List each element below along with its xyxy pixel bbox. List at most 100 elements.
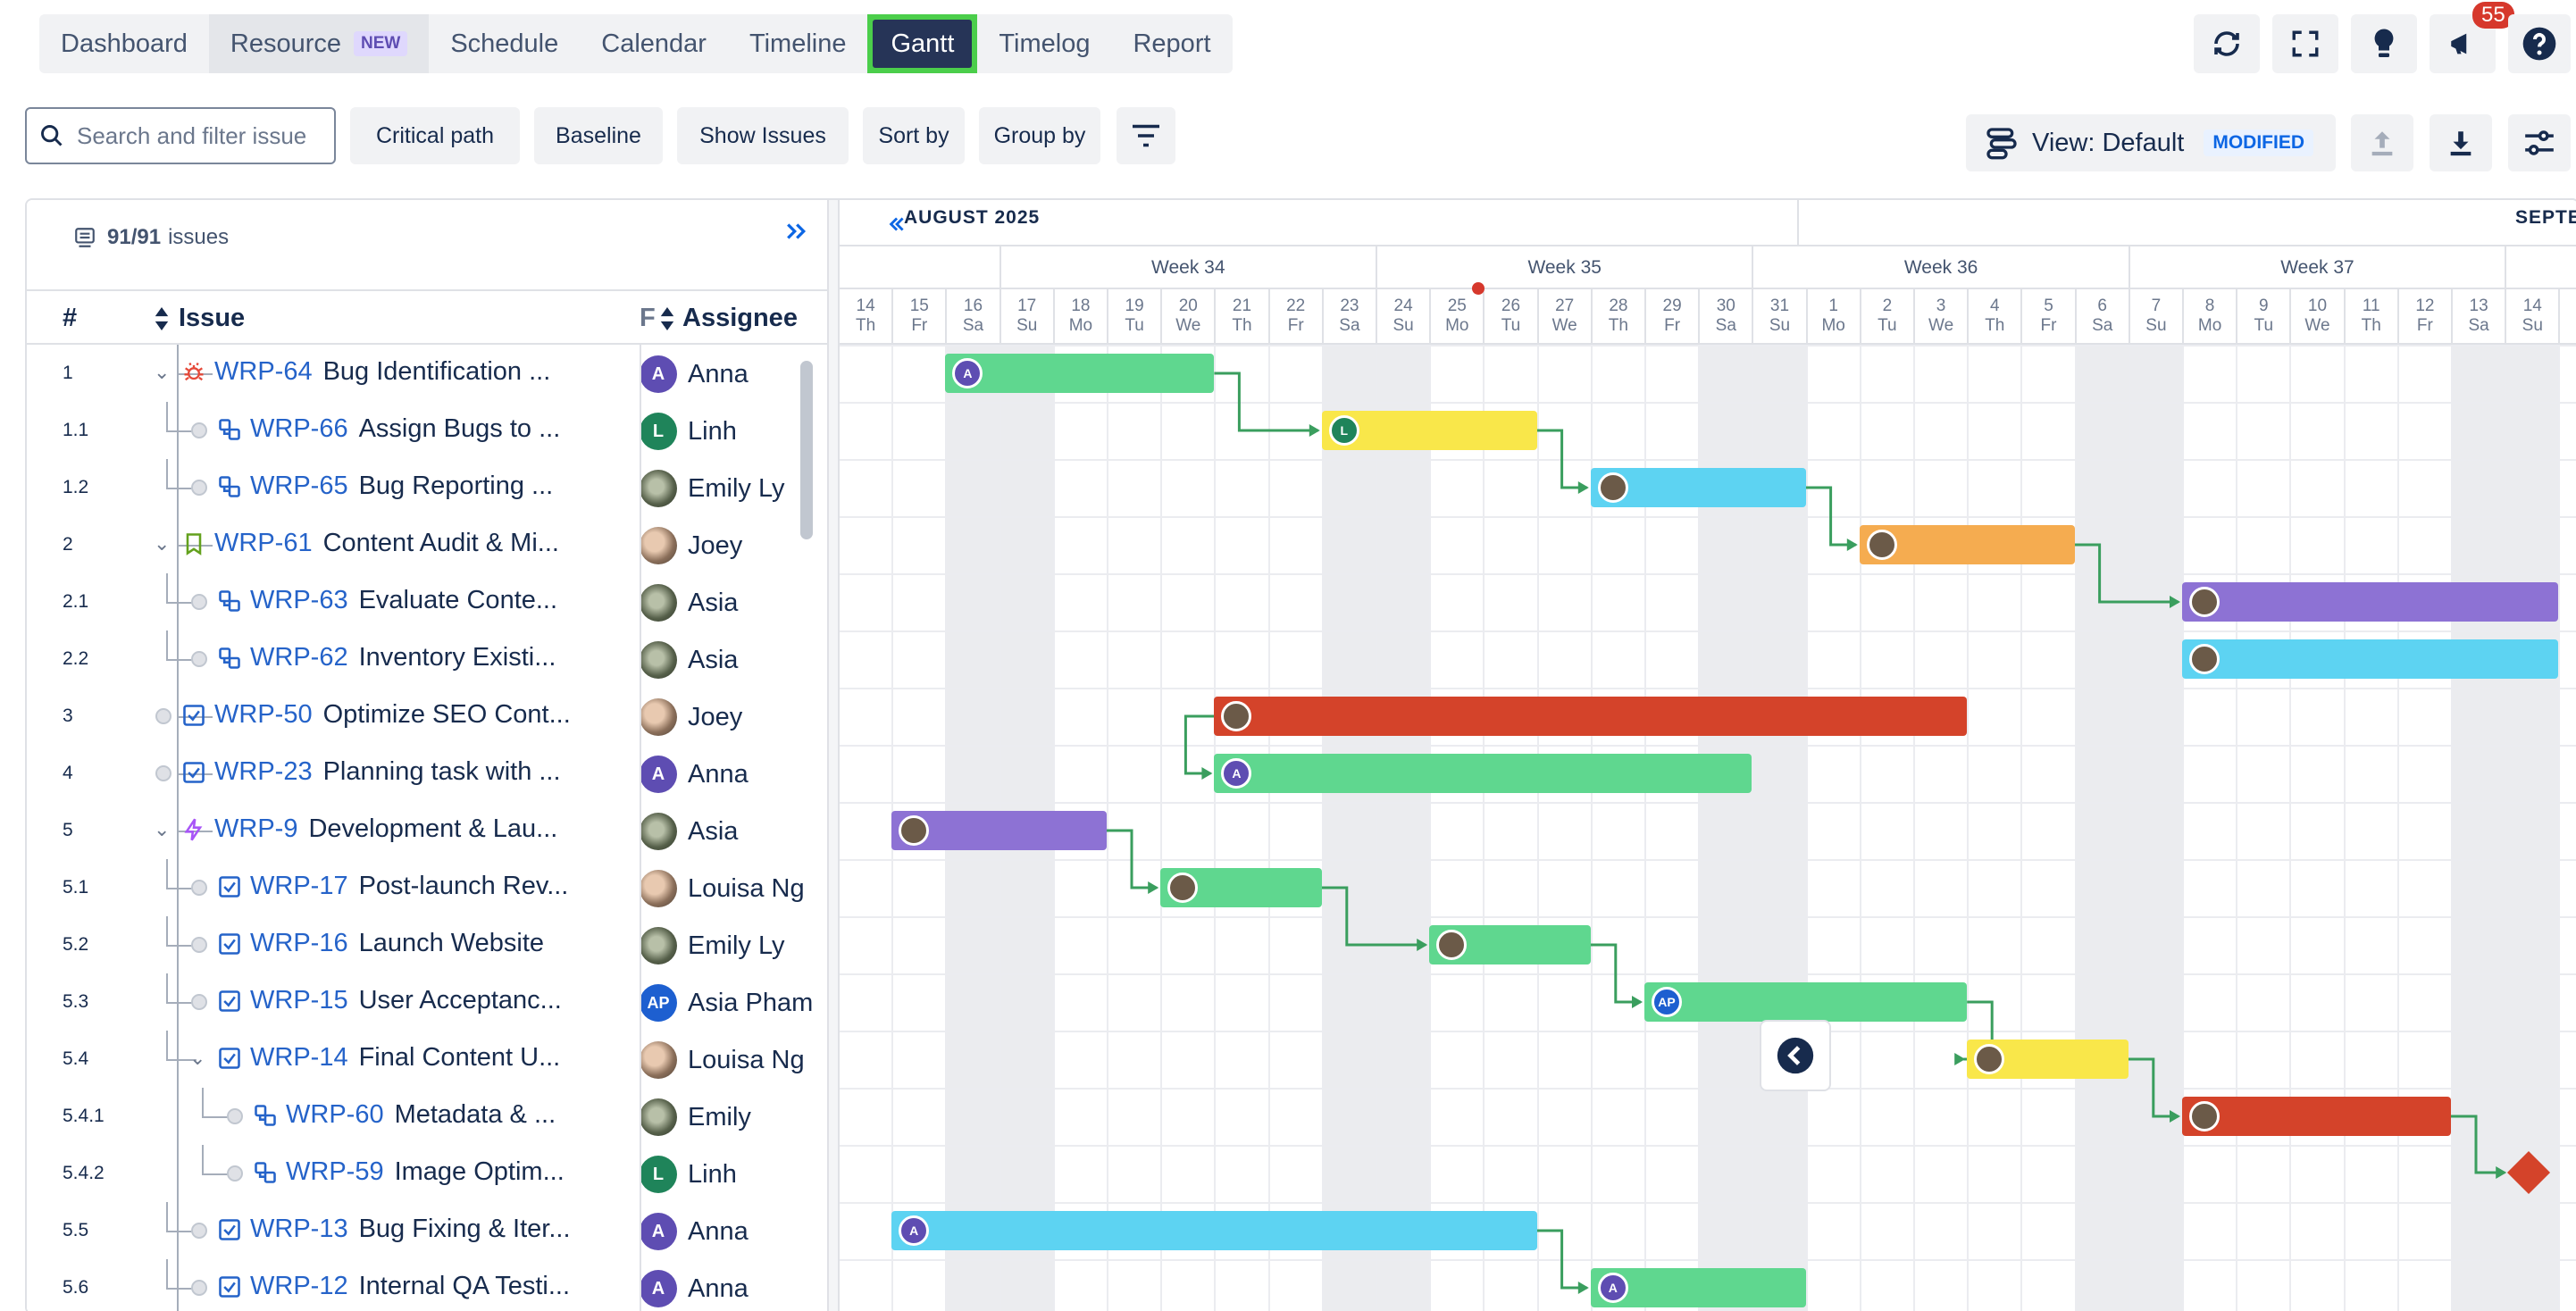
tab-gantt[interactable]: Gantt	[867, 14, 978, 73]
assignee-cell[interactable]: A Anna	[640, 1270, 827, 1307]
issue-title[interactable]: WRP-23 Planning task with ...	[180, 757, 631, 787]
task-bar[interactable]	[1590, 468, 1806, 507]
task-bar[interactable]: AP	[1644, 982, 1968, 1022]
issue-title[interactable]: WRP-12 Internal QA Testi...	[216, 1272, 631, 1301]
issue-title[interactable]: WRP-16 Launch Website	[216, 929, 631, 958]
issue-title[interactable]: WRP-59 Image Optim...	[252, 1157, 631, 1187]
issue-key[interactable]: WRP-9	[214, 814, 298, 843]
issue-row[interactable]: 5.5 WRP-13 Bug Fixing & Iter... A Anna	[27, 1202, 827, 1259]
issue-key[interactable]: WRP-62	[250, 643, 348, 672]
issue-row[interactable]: 5.6 WRP-12 Internal QA Testi... A Anna	[27, 1259, 827, 1311]
chevron-down-icon[interactable]: ⌄	[154, 532, 171, 555]
issue-title[interactable]: WRP-66 Assign Bugs to ...	[216, 414, 631, 444]
tab-calendar[interactable]: Calendar	[601, 29, 707, 58]
assignee-cell[interactable]: A Anna	[640, 355, 827, 393]
sort-by-button[interactable]: Sort by	[863, 107, 965, 164]
issue-row[interactable]: 3 WRP-50 Optimize SEO Cont... Joey	[27, 688, 827, 745]
issue-title[interactable]: WRP-61 Content Audit & Mi...	[180, 529, 631, 558]
issue-key[interactable]: WRP-17	[250, 872, 348, 900]
baseline-button[interactable]: Baseline	[534, 107, 663, 164]
issue-key[interactable]: WRP-59	[286, 1157, 384, 1186]
issue-row[interactable]: 5.3 WRP-15 User Acceptanc... AP Asia Pha…	[27, 973, 827, 1031]
task-bar[interactable]	[1967, 1040, 2129, 1079]
task-bar[interactable]: A	[1590, 1268, 1806, 1307]
download-button[interactable]	[2430, 114, 2492, 171]
list-scrollbar[interactable]	[800, 361, 813, 539]
issue-row[interactable]: 5.2 WRP-16 Launch Website Emily Ly	[27, 916, 827, 973]
issue-row[interactable]: 5 ⌄ WRP-9 Development & Lau... Asia	[27, 802, 827, 859]
show-issues-button[interactable]: Show Issues	[677, 107, 849, 164]
issue-title[interactable]: WRP-17 Post-launch Rev...	[216, 872, 631, 901]
task-bar[interactable]	[1160, 868, 1322, 907]
issue-row[interactable]: 2.2 WRP-62 Inventory Existi... Asia	[27, 630, 827, 688]
task-bar[interactable]: L	[1321, 411, 1537, 450]
task-bar[interactable]	[2182, 639, 2559, 679]
task-bar[interactable]	[2182, 582, 2559, 622]
assignee-cell[interactable]: Emily Ly	[640, 927, 827, 964]
assignee-cell[interactable]: L Linh	[640, 413, 827, 450]
chevron-down-icon[interactable]: ⌄	[154, 361, 171, 383]
issue-key[interactable]: WRP-23	[214, 757, 313, 786]
issue-key[interactable]: WRP-63	[250, 586, 348, 614]
issue-row[interactable]: 4 WRP-23 Planning task with ... A Anna	[27, 745, 827, 802]
task-bar[interactable]: A	[945, 354, 1215, 393]
expand-panel-button[interactable]	[1760, 1020, 1831, 1091]
panel-splitter[interactable]	[827, 200, 840, 1311]
chevron-down-icon[interactable]: ⌄	[189, 1047, 206, 1069]
assignee-cell[interactable]: Joey	[640, 527, 827, 564]
assignee-cell[interactable]: Louisa Ng	[640, 1041, 827, 1079]
search-box[interactable]	[25, 107, 336, 164]
tab-report[interactable]: Report	[1133, 29, 1211, 58]
task-bar[interactable]	[1214, 697, 1968, 736]
assignee-cell[interactable]: Louisa Ng	[640, 870, 827, 907]
issue-key[interactable]: WRP-15	[250, 986, 348, 1015]
issue-title[interactable]: WRP-60 Metadata & ...	[252, 1100, 631, 1130]
issue-row[interactable]: 1 ⌄ WRP-64 Bug Identification ... A Anna	[27, 345, 827, 402]
assignee-cell[interactable]: A Anna	[640, 756, 827, 793]
tab-resource[interactable]: Resource NEW	[208, 14, 430, 73]
assignee-cell[interactable]: Asia	[640, 584, 827, 622]
collapse-panel-icon[interactable]	[782, 218, 809, 245]
issue-key[interactable]: WRP-16	[250, 929, 348, 957]
fullscreen-button[interactable]	[2272, 14, 2338, 73]
critical-path-button[interactable]: Critical path	[350, 107, 520, 164]
issue-key[interactable]: WRP-50	[214, 700, 313, 729]
assignee-cell[interactable]: L Linh	[640, 1156, 827, 1193]
issue-key[interactable]: WRP-14	[250, 1043, 348, 1072]
task-bar[interactable]	[891, 811, 1107, 850]
tips-button[interactable]	[2351, 14, 2417, 73]
col-issue[interactable]: Issue	[179, 304, 246, 332]
issue-row[interactable]: 5.1 WRP-17 Post-launch Rev... Louisa Ng	[27, 859, 827, 916]
issue-title[interactable]: WRP-64 Bug Identification ...	[180, 357, 631, 387]
assignee-cell[interactable]: Asia	[640, 641, 827, 679]
issue-row[interactable]: 2 ⌄ WRP-61 Content Audit & Mi... Joey	[27, 516, 827, 573]
issue-title[interactable]: WRP-65 Bug Reporting ...	[216, 472, 631, 501]
issue-key[interactable]: WRP-64	[214, 357, 313, 386]
filter-button[interactable]	[1117, 107, 1175, 164]
scroll-left-icon[interactable]	[884, 213, 907, 236]
settings-button[interactable]	[2508, 114, 2571, 171]
issue-row[interactable]: 5.4.1 WRP-60 Metadata & ... Emily	[27, 1088, 827, 1145]
issue-key[interactable]: WRP-65	[250, 472, 348, 500]
sync-button[interactable]	[2194, 14, 2260, 73]
issue-row[interactable]: 1.2 WRP-65 Bug Reporting ... Emily Ly	[27, 459, 827, 516]
assignee-cell[interactable]: Emily Ly	[640, 470, 827, 507]
task-bar[interactable]	[1859, 525, 2075, 564]
task-bar[interactable]	[2182, 1097, 2451, 1136]
help-button[interactable]	[2508, 14, 2571, 73]
issue-row[interactable]: 5.4.2 WRP-59 Image Optim... L Linh	[27, 1145, 827, 1202]
tab-timeline[interactable]: Timeline	[749, 29, 847, 58]
notifications-button[interactable]: 55	[2430, 2, 2514, 73]
tab-dashboard[interactable]: Dashboard	[61, 29, 188, 58]
assignee-cell[interactable]: AP Asia Pham	[640, 984, 827, 1022]
issue-title[interactable]: WRP-14 Final Content U...	[216, 1043, 631, 1073]
issue-key[interactable]: WRP-61	[214, 529, 313, 557]
col-assignee[interactable]: Assignee	[682, 304, 798, 332]
issue-title[interactable]: WRP-63 Evaluate Conte...	[216, 586, 631, 615]
task-bar[interactable]: A	[891, 1211, 1537, 1250]
search-input[interactable]	[77, 121, 327, 150]
tab-timelog[interactable]: Timelog	[999, 29, 1091, 58]
issue-title[interactable]: WRP-15 User Acceptanc...	[216, 986, 631, 1015]
issue-row[interactable]: 1.1 WRP-66 Assign Bugs to ... L Linh	[27, 402, 827, 459]
issue-title[interactable]: WRP-9 Development & Lau...	[180, 814, 631, 844]
